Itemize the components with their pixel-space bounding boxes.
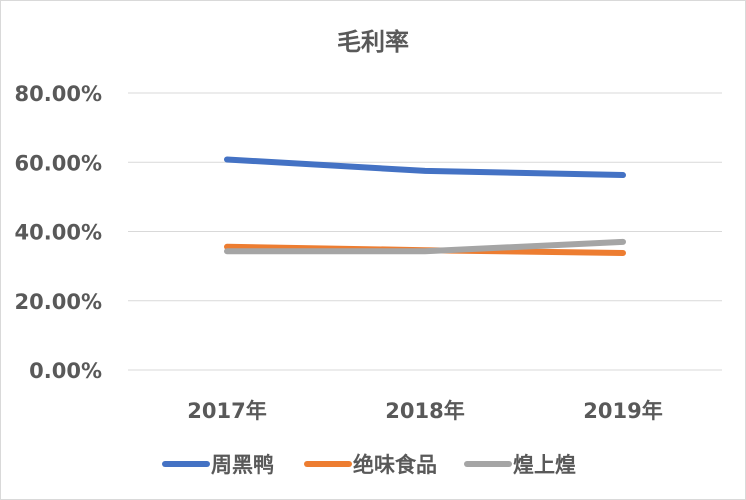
legend-label: 绝味食品 bbox=[353, 453, 437, 477]
x-tick-label: 2017年 bbox=[187, 399, 266, 423]
legend-label: 煌上煌 bbox=[513, 453, 576, 477]
y-tick-label: 40.00% bbox=[15, 221, 102, 245]
y-axis-ticks: 0.00% 20.00% 40.00% 60.00% 80.00% bbox=[15, 82, 102, 383]
legend-label: 周黑鸭 bbox=[211, 453, 274, 477]
series-lines bbox=[224, 156, 626, 256]
chart-title: 毛利率 bbox=[337, 28, 409, 56]
gridlines bbox=[128, 92, 722, 371]
legend: 周黑鸭 绝味食品 煌上煌 bbox=[162, 453, 576, 477]
x-axis-ticks: 2017年 2018年 2019年 bbox=[187, 399, 662, 423]
y-tick-label: 60.00% bbox=[15, 151, 102, 175]
y-tick-label: 0.00% bbox=[29, 359, 102, 383]
x-tick-label: 2018年 bbox=[385, 399, 464, 423]
y-tick-label: 80.00% bbox=[15, 82, 102, 106]
y-tick-label: 20.00% bbox=[15, 290, 102, 314]
series-line bbox=[224, 238, 626, 255]
series-line bbox=[224, 156, 626, 179]
x-tick-label: 2019年 bbox=[583, 399, 662, 423]
